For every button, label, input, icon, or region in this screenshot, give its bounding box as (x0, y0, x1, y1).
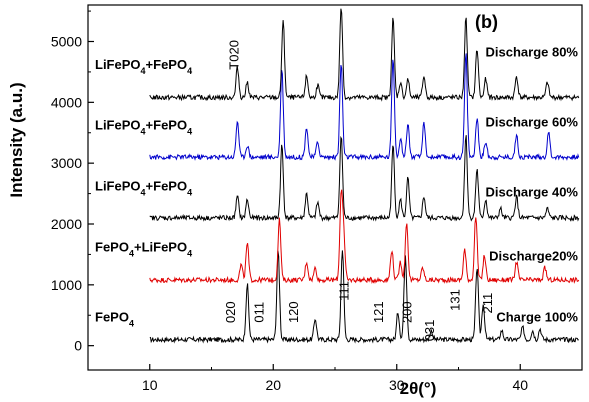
state-label: Discharge 80% (486, 45, 579, 60)
x-axis: 10 20 30 40 (142, 364, 528, 393)
series-line (149, 53, 580, 161)
y-tick-label: 3000 (51, 155, 82, 171)
state-label: Charge 100% (496, 309, 578, 324)
x-axis-title: 2θ(°) (400, 379, 437, 398)
peak-annotation: 111 (337, 281, 352, 301)
series-line (149, 189, 580, 285)
peak-annotation: 120 (286, 301, 301, 323)
state-label: Discharge20% (489, 249, 578, 264)
series-name-label: LiFePO4+FePO4 (95, 118, 192, 137)
series-name-label: FePO4 (95, 309, 134, 328)
annotations-layer: 020 011 120 111 121 200 031 131 211 T020 (223, 40, 495, 341)
peak-annotation: 211 (480, 293, 495, 314)
peak-annotation: 011 (251, 302, 266, 323)
y-tick-label: 2000 (51, 216, 82, 232)
state-label: Discharge 60% (486, 115, 579, 130)
peak-annotation: 020 (223, 301, 238, 323)
x-tick-label: 30 (389, 377, 405, 393)
y-tick-label: 5000 (51, 34, 82, 50)
series-line (149, 8, 580, 102)
series-name-label: FePO4+LiFePO4 (95, 239, 192, 258)
x-tick-label: 10 (142, 377, 158, 393)
y-axis-title: Intensity (a.u.) (7, 82, 26, 197)
y-axis: 0 1000 2000 3000 4000 5000 (51, 10, 94, 354)
x-tick-label: 20 (265, 377, 281, 393)
series-name-label: LiFePO4+FePO4 (95, 179, 192, 198)
peak-annotation: 121 (371, 301, 386, 323)
peak-annotation: 131 (448, 289, 463, 311)
y-tick-label: 0 (74, 338, 82, 354)
labels-layer: FePO4 FePO4+LiFePO4 LiFePO4+FePO4 LiFePO4+F… (95, 45, 578, 329)
peak-annotation: T020 (227, 40, 242, 70)
peak-annotation: 031 (422, 320, 437, 342)
series-name-label: LiFePO4+FePO4 (95, 57, 192, 76)
y-tick-label: 4000 (51, 94, 82, 110)
y-tick-label: 1000 (51, 277, 82, 293)
peak-annotation: 200 (400, 301, 415, 323)
series-line (149, 250, 579, 344)
state-label: Discharge 40% (486, 185, 579, 200)
series-line (149, 135, 580, 222)
series-layer (149, 8, 580, 344)
panel-label: (b) (475, 12, 498, 32)
x-tick-label: 40 (512, 377, 528, 393)
